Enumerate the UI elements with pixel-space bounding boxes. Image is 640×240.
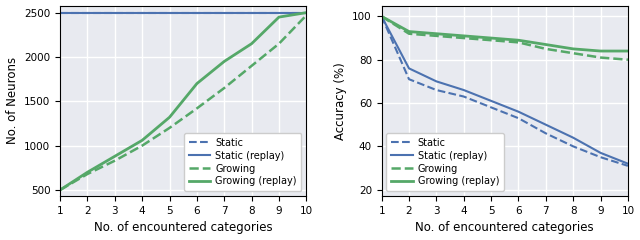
Static [460,95,468,98]
Growing [624,58,632,61]
Growing [84,173,92,175]
Line: Static: Static [381,16,628,166]
Static (replay) [56,11,64,14]
Line: Growing (replay): Growing (replay) [60,13,307,190]
Static (replay) [275,11,283,14]
Static [542,132,550,135]
Growing [433,35,440,37]
Static (replay) [138,11,146,14]
Legend: Static, Static (replay), Growing, Growing (replay): Static, Static (replay), Growing, Growin… [184,133,301,191]
Static [193,11,201,14]
Static [275,11,283,14]
Growing (replay) [220,60,228,63]
Static (replay) [487,99,495,102]
Growing [248,64,255,67]
Y-axis label: No. of Neurons: No. of Neurons [6,57,19,144]
Line: Growing: Growing [60,15,307,190]
Growing (replay) [84,171,92,174]
Growing [303,14,310,17]
Growing (replay) [111,155,118,158]
Growing [542,48,550,50]
Static [248,11,255,14]
X-axis label: No. of encountered categories: No. of encountered categories [415,222,594,234]
Growing [111,159,118,162]
Growing [166,126,173,129]
Growing (replay) [166,116,173,119]
Static [378,15,385,18]
Static (replay) [515,110,522,113]
Static (replay) [542,123,550,126]
Growing (replay) [570,48,577,50]
Static (replay) [303,11,310,14]
Growing [405,32,413,35]
Static [138,11,146,14]
Growing [56,189,64,192]
Growing (replay) [515,39,522,42]
Growing [275,42,283,45]
Static (replay) [84,11,92,14]
Static [570,145,577,148]
Growing (replay) [624,50,632,53]
Static (replay) [220,11,228,14]
X-axis label: No. of encountered categories: No. of encountered categories [94,222,273,234]
Y-axis label: Accuracy (%): Accuracy (%) [333,62,347,140]
Static (replay) [405,67,413,70]
Static [303,11,310,14]
Growing [138,144,146,147]
Growing (replay) [596,50,604,53]
Growing [596,56,604,59]
Line: Growing: Growing [381,16,628,60]
Static (replay) [111,11,118,14]
Static (replay) [378,15,385,18]
Static [596,156,604,159]
Growing (replay) [138,139,146,142]
Growing (replay) [275,16,283,18]
Growing [515,41,522,44]
Legend: Static, Static (replay), Growing, Growing (replay): Static, Static (replay), Growing, Growin… [387,133,504,191]
Static [515,117,522,120]
Growing (replay) [303,11,310,14]
Static (replay) [624,162,632,165]
Static (replay) [248,11,255,14]
Static (replay) [193,11,201,14]
Static [84,11,92,14]
Static [166,11,173,14]
Growing [378,15,385,18]
Static [111,11,118,14]
Growing [460,37,468,40]
Growing (replay) [56,189,64,192]
Growing (replay) [487,37,495,40]
Static (replay) [570,136,577,139]
Growing (replay) [405,30,413,33]
Static (replay) [460,89,468,91]
Growing [570,52,577,55]
Growing (replay) [433,32,440,35]
Growing (replay) [378,15,385,18]
Growing (replay) [542,43,550,46]
Static [624,164,632,167]
Static [433,89,440,91]
Growing [220,87,228,90]
Static [220,11,228,14]
Static [487,106,495,109]
Growing [487,39,495,42]
Static [405,78,413,81]
Growing (replay) [460,35,468,37]
Growing [193,107,201,110]
Line: Static (replay): Static (replay) [381,16,628,164]
Static [56,11,64,14]
Static (replay) [166,11,173,14]
Static (replay) [433,80,440,83]
Line: Growing (replay): Growing (replay) [381,16,628,51]
Growing (replay) [248,42,255,45]
Static (replay) [596,151,604,154]
Growing (replay) [193,82,201,85]
